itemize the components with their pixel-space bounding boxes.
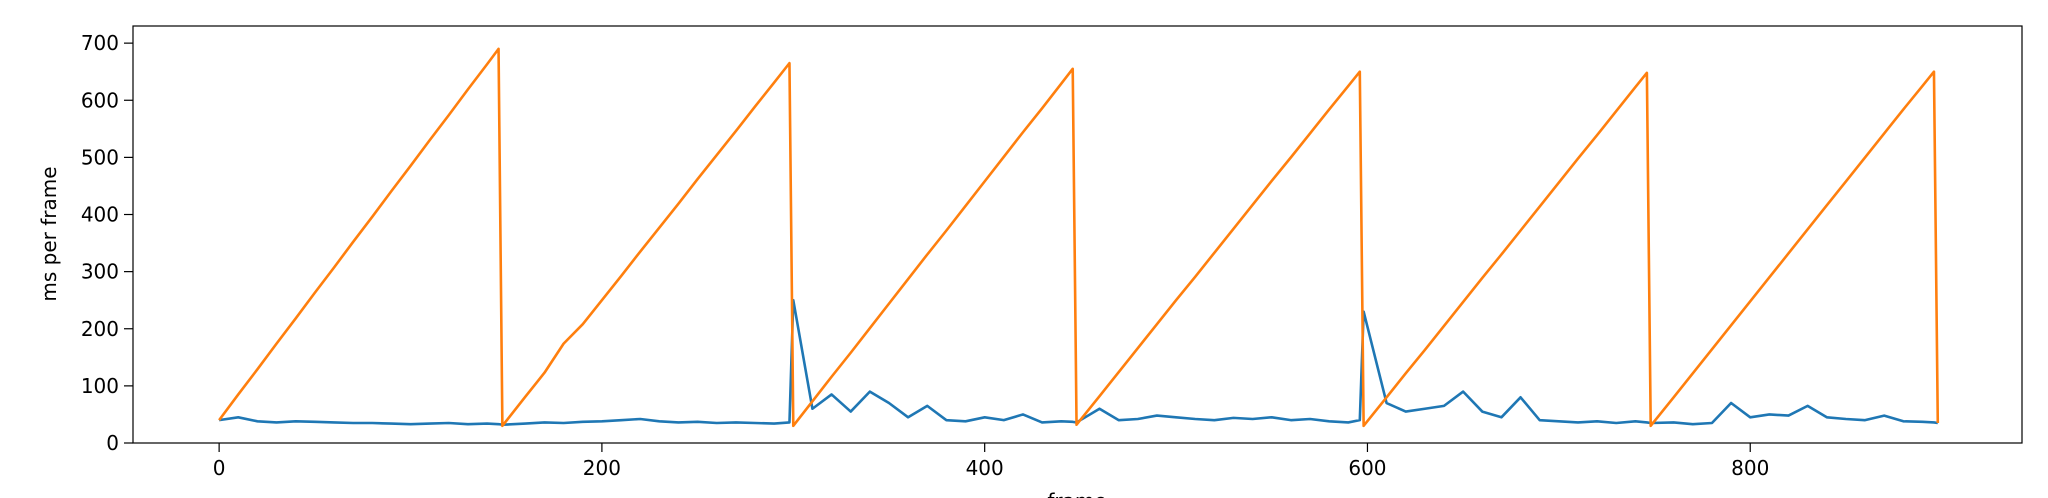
y-tick-label: 300 [81, 260, 119, 284]
y-tick-label: 100 [81, 374, 119, 398]
y-tick-label: 500 [81, 145, 119, 169]
plot-frame [132, 25, 2023, 444]
x-tick-label: 200 [583, 456, 621, 480]
y-tick-label: 0 [106, 431, 119, 455]
x-tick-label: 0 [213, 456, 226, 480]
x-tick-label: 600 [1348, 456, 1386, 480]
y-tick-label: 400 [81, 203, 119, 227]
line-series [218, 298, 1938, 427]
y-axis-label: ms per frame [37, 166, 61, 301]
x-tick-label: 800 [1731, 456, 1769, 480]
y-tick-label: 200 [81, 317, 119, 341]
line-series [218, 47, 1940, 428]
x-axis-label: frame [1047, 489, 1106, 498]
y-tick-label: 700 [81, 31, 119, 55]
y-tick-label: 600 [81, 88, 119, 112]
x-tick-label: 400 [966, 456, 1004, 480]
